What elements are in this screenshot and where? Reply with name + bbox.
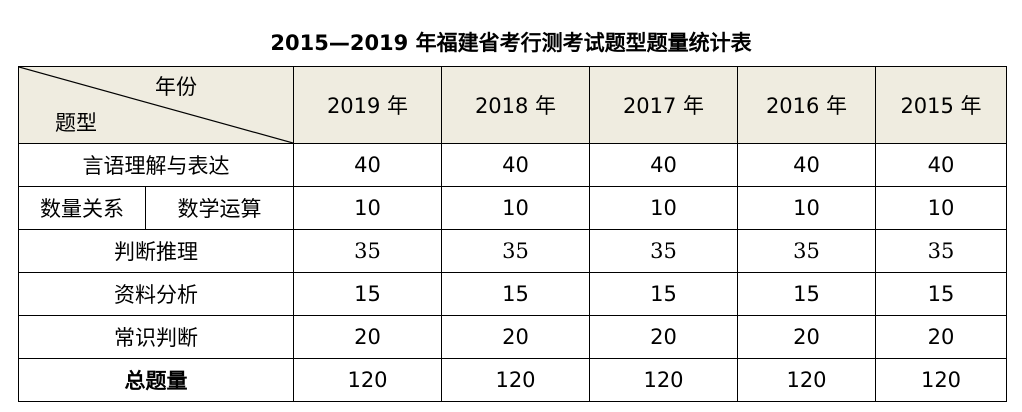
year-header-2016: 2016 年 [737,66,876,144]
cell-value: 15 [441,272,590,316]
table-row: 判断推理 35 35 35 35 35 [18,229,1007,273]
header-row: 年份 题型 2019 年 2018 年 2017 年 2016 年 2015 年 [18,66,1007,144]
year-axis-label: 年份 [155,75,197,99]
cell-value: 15 [589,272,738,316]
cell-value: 35 [441,229,590,273]
row-type-label: 数量关系 [18,186,146,230]
cell-value: 35 [737,229,876,273]
table-row: 常识判断 20 20 20 20 20 [18,315,1007,359]
cell-value: 35 [875,229,1007,273]
cell-value: 10 [875,186,1007,230]
table-row: 数量关系 数学运算 10 10 10 10 10 [18,186,1007,230]
cell-value: 40 [589,143,738,187]
cell-value: 10 [589,186,738,230]
cell-value: 40 [875,143,1007,187]
cell-value: 20 [875,315,1007,359]
cell-value: 20 [293,315,442,359]
diagonal-line [19,67,293,143]
total-label: 总题量 [18,358,294,402]
total-value: 120 [589,358,738,402]
total-value: 120 [875,358,1007,402]
cell-value: 20 [441,315,590,359]
cell-value: 35 [293,229,442,273]
stats-table: 年份 题型 2019 年 2018 年 2017 年 2016 年 2015 年… [18,66,1007,402]
cell-value: 40 [293,143,442,187]
type-axis-label: 题型 [55,111,97,135]
total-value: 120 [293,358,442,402]
row-type-label: 言语理解与表达 [18,143,294,187]
total-row: 总题量 120 120 120 120 120 [18,358,1007,402]
row-type-label: 判断推理 [18,229,294,273]
cell-value: 15 [875,272,1007,316]
cell-value: 15 [293,272,442,316]
table-row: 言语理解与表达 40 40 40 40 40 [18,143,1007,187]
cell-value: 10 [737,186,876,230]
cell-value: 10 [293,186,442,230]
cell-value: 20 [737,315,876,359]
year-header-2019: 2019 年 [293,66,442,144]
cell-value: 35 [589,229,738,273]
table-title: 2015—2019 年福建省考行测考试题型题量统计表 [270,31,752,55]
year-header-2017: 2017 年 [589,66,738,144]
year-header-2018: 2018 年 [441,66,590,144]
diagonal-header-cell: 年份 题型 [18,66,294,144]
row-type-label: 常识判断 [18,315,294,359]
year-header-2015: 2015 年 [875,66,1007,144]
total-value: 120 [441,358,590,402]
row-type-label: 资料分析 [18,272,294,316]
cell-value: 40 [441,143,590,187]
cell-value: 20 [589,315,738,359]
cell-value: 10 [441,186,590,230]
cell-value: 40 [737,143,876,187]
total-value: 120 [737,358,876,402]
table-row: 资料分析 15 15 15 15 15 [18,272,1007,316]
cell-value: 15 [737,272,876,316]
row-subtype-label: 数学运算 [145,186,294,230]
